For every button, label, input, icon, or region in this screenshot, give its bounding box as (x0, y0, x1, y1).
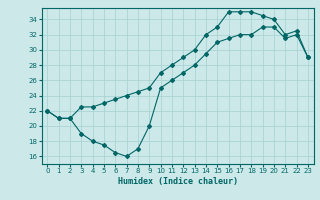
X-axis label: Humidex (Indice chaleur): Humidex (Indice chaleur) (118, 177, 237, 186)
